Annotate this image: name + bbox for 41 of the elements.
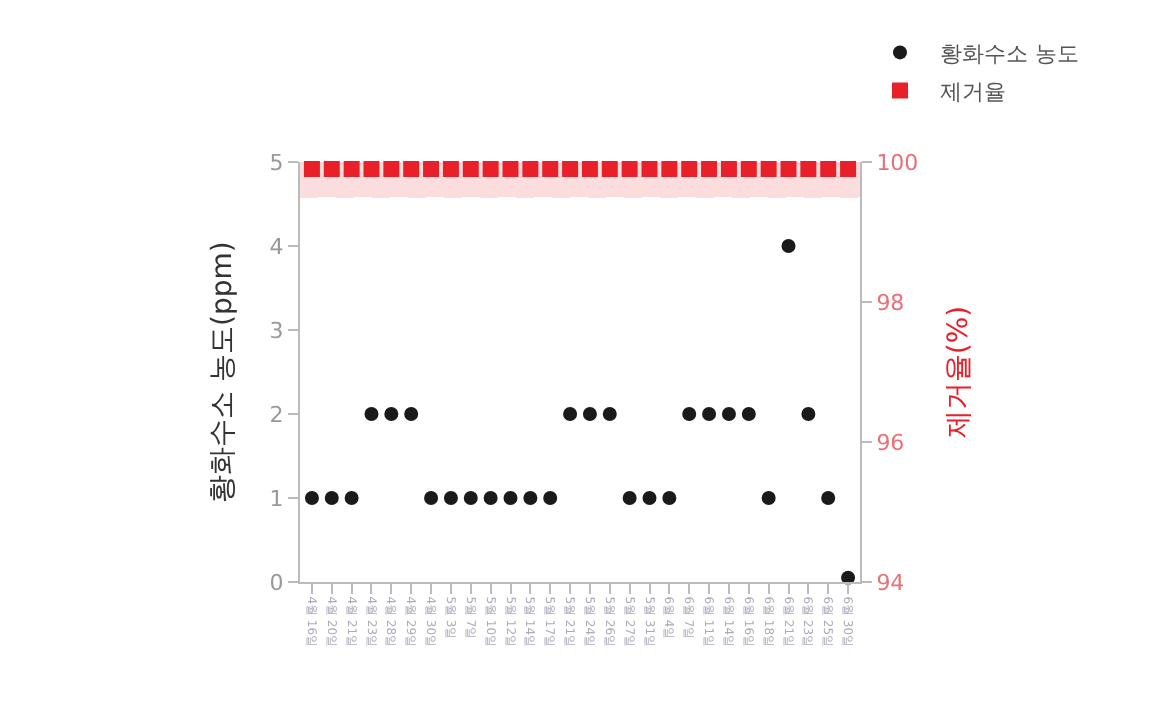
point <box>622 491 637 505</box>
point <box>304 491 319 505</box>
point <box>384 407 399 421</box>
point <box>662 491 677 505</box>
point <box>443 491 458 505</box>
point <box>682 407 697 421</box>
point <box>721 407 736 421</box>
point <box>761 491 776 505</box>
point <box>582 407 597 421</box>
y-tick-label: 1 <box>269 485 284 512</box>
point <box>602 407 617 421</box>
y-tick-label: 0 <box>269 569 284 596</box>
y2-tick-label: 96 <box>876 429 905 456</box>
point <box>523 491 538 505</box>
point <box>503 491 518 505</box>
y2-axis-title: 제거율(%) <box>943 305 975 439</box>
point <box>324 491 339 505</box>
y2-tick-label: 100 <box>876 149 919 176</box>
point <box>404 407 419 421</box>
point <box>424 491 439 505</box>
y2-tick-label: 98 <box>876 289 905 316</box>
point <box>642 491 657 505</box>
point <box>483 491 498 505</box>
legend-label: 황화수소 농도 <box>940 40 1079 67</box>
y-tick-label: 3 <box>269 317 284 344</box>
point <box>741 407 756 421</box>
point <box>563 407 578 421</box>
point <box>801 407 816 421</box>
point <box>364 407 379 421</box>
point <box>543 491 558 505</box>
point <box>463 491 478 505</box>
y-tick-label: 5 <box>269 149 284 176</box>
point <box>821 491 836 505</box>
y-tick-label: 4 <box>269 233 284 260</box>
y-tick-label: 2 <box>269 401 284 428</box>
legend-label: 제거율 <box>940 78 1006 105</box>
y-axis-title: 황화수소 농도(ppm) <box>206 241 239 503</box>
point <box>344 491 359 505</box>
point <box>781 239 796 253</box>
y2-tick-label: 94 <box>876 569 905 596</box>
point <box>702 407 717 421</box>
